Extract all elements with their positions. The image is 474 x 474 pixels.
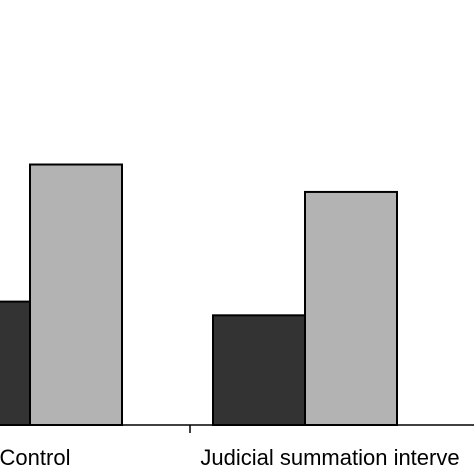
bar-series-2-cat-1	[29, 163, 123, 426]
bars-layer	[0, 163, 398, 427]
category-label-judicial-summation: Judicial summation interve	[200, 445, 459, 470]
bar-series-2-cat-2	[304, 190, 398, 426]
category-label-control: Control	[0, 445, 70, 470]
bar-series-1-cat-1	[0, 300, 31, 427]
bar-series-1-cat-2	[212, 314, 306, 426]
